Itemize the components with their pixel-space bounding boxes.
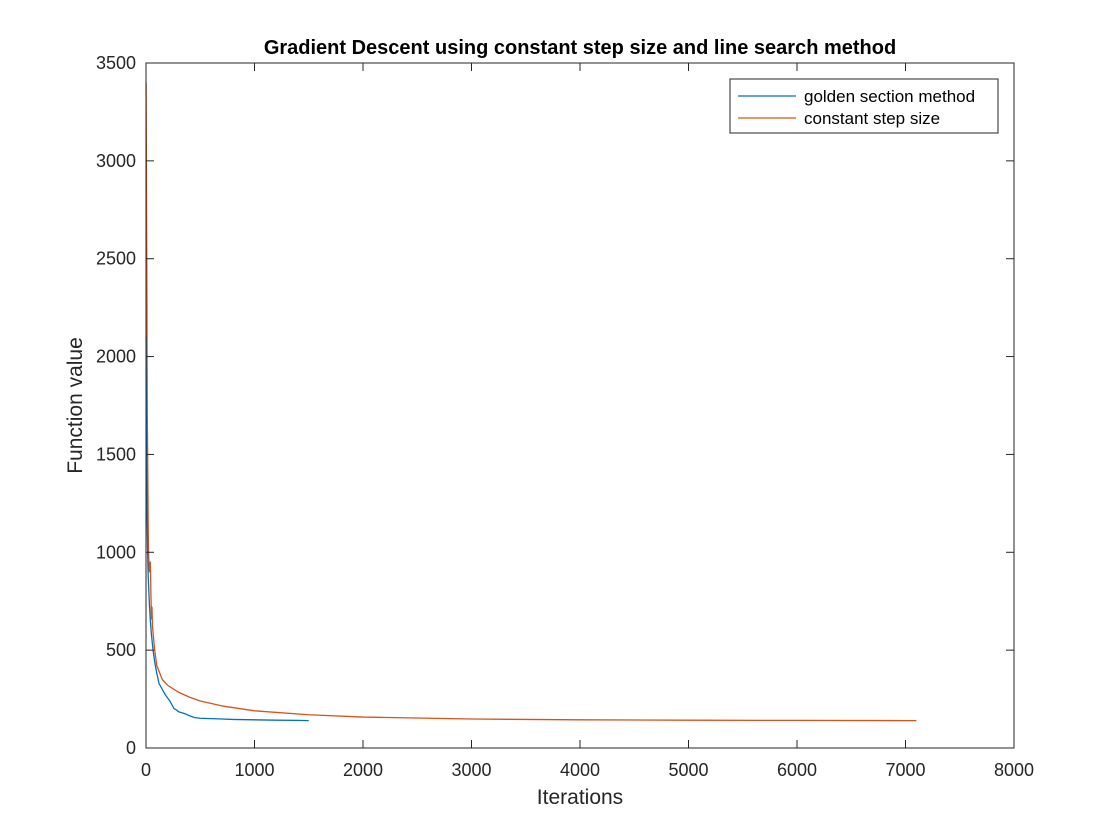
legend-label-golden-section: golden section method [804,87,975,106]
x-tick-label: 1000 [234,760,274,780]
chart-title: Gradient Descent using constant step siz… [264,37,896,59]
y-tick-label: 0 [126,738,136,758]
x-tick-label: 7000 [885,760,925,780]
x-tick-label: 3000 [451,760,491,780]
x-tick-label: 8000 [994,760,1034,780]
y-tick-label: 2000 [96,347,136,367]
x-tick-label: 5000 [668,760,708,780]
y-tick-label: 1000 [96,542,136,562]
series-line-constant-step [145,82,917,722]
x-tick-label: 6000 [777,760,817,780]
series-line-golden-section [145,336,309,722]
plot-area [146,63,1014,748]
y-tick-label: 3500 [96,53,136,73]
x-tick-label: 0 [141,760,151,780]
legend-label-constant-step: constant step size [804,109,940,128]
series-layer [145,82,917,722]
legend-box [729,78,999,134]
y-tick-label: 500 [106,640,136,660]
tick-layer: 0 1000 2000 3000 4000 5000 6000 7000 8000 0 500 100… [96,53,1034,780]
x-tick-label: 4000 [560,760,600,780]
x-axis-label: Iterations [537,786,623,809]
y-tick-label: 2500 [96,249,136,269]
y-axis-label: Function value [64,337,87,474]
legend: golden section method constant step size [729,78,999,134]
x-tick-label: 2000 [343,760,383,780]
y-tick-label: 3000 [96,151,136,171]
y-tick-label: 1500 [96,444,136,464]
